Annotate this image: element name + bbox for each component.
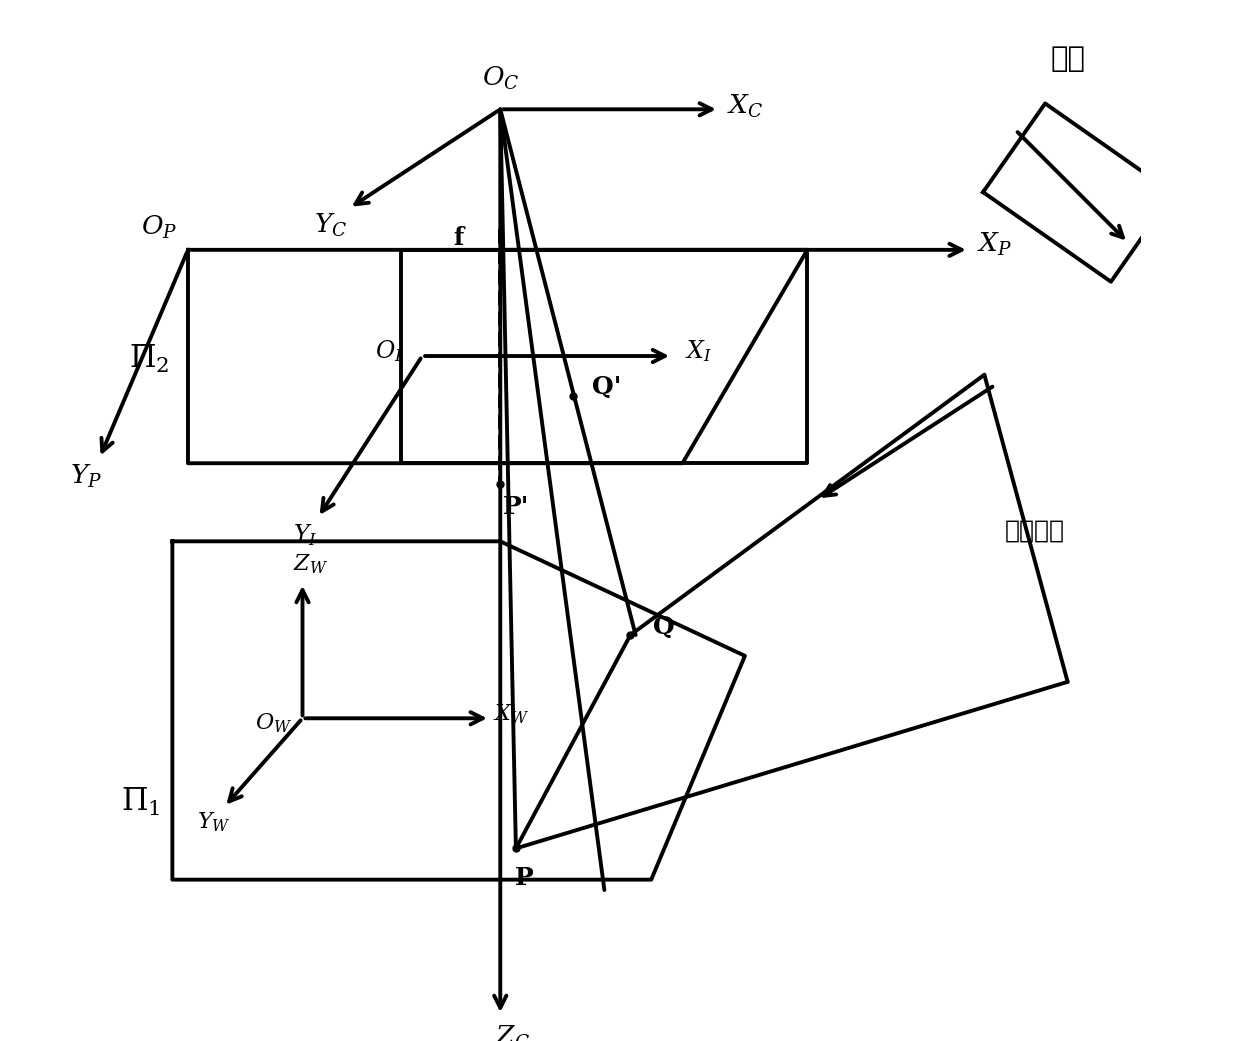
Text: P: P (515, 865, 533, 890)
Text: $\Pi_1$: $\Pi_1$ (122, 786, 161, 817)
Text: $\Pi_2$: $\Pi_2$ (129, 344, 170, 375)
Text: Q: Q (652, 614, 675, 639)
Text: 激光平面: 激光平面 (1006, 518, 1065, 543)
Text: $Y_P$: $Y_P$ (69, 463, 102, 490)
Text: $Z_C$: $Z_C$ (495, 1024, 531, 1041)
Text: $X_P$: $X_P$ (977, 231, 1012, 258)
Text: $O_P$: $O_P$ (141, 213, 177, 240)
Text: $Y_W$: $Y_W$ (197, 811, 231, 834)
Text: Q': Q' (591, 375, 621, 400)
Text: $X_I$: $X_I$ (684, 338, 712, 363)
Text: $X_C$: $X_C$ (727, 93, 763, 120)
Text: $O_I$: $O_I$ (376, 338, 403, 363)
Text: $Y_I$: $Y_I$ (294, 523, 317, 548)
Text: f: f (454, 226, 464, 250)
Text: 激光: 激光 (1050, 45, 1085, 73)
Text: $O_C$: $O_C$ (481, 65, 520, 92)
Text: $Y_C$: $Y_C$ (314, 212, 347, 239)
Text: $X_W$: $X_W$ (492, 703, 528, 726)
Text: $O_W$: $O_W$ (255, 712, 293, 735)
Text: $Z_W$: $Z_W$ (294, 553, 329, 576)
Text: P': P' (502, 494, 529, 519)
